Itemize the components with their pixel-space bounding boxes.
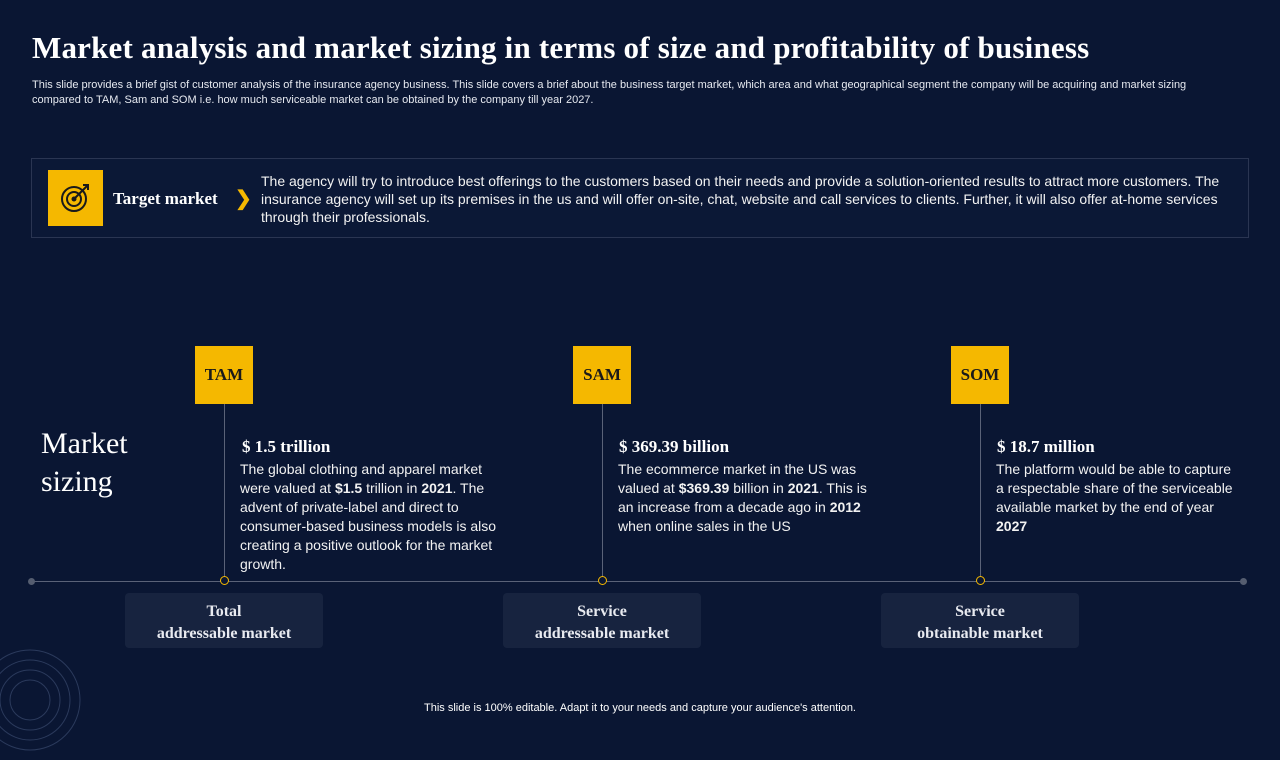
target-icon bbox=[48, 170, 103, 226]
page-title: Market analysis and market sizing in ter… bbox=[32, 30, 1090, 65]
tam-label-box: Total addressable market bbox=[125, 593, 323, 648]
sam-value: $ 369.39 billion bbox=[619, 437, 730, 456]
som-node bbox=[976, 576, 985, 585]
som-description: The platform would be able to capture a … bbox=[996, 461, 1233, 534]
tam-value: $ 1.5 trillion bbox=[242, 437, 331, 456]
sam-node bbox=[598, 576, 607, 585]
sam-connector bbox=[602, 404, 603, 577]
timeline-line bbox=[31, 581, 1244, 582]
target-market-box bbox=[31, 158, 1249, 238]
tam-connector bbox=[224, 404, 225, 577]
timeline-end-dot bbox=[1240, 578, 1247, 585]
tam-node bbox=[220, 576, 229, 585]
som-connector bbox=[980, 404, 981, 577]
sam-tag: SAM bbox=[573, 346, 631, 404]
tam-description: The global clothing and apparel market w… bbox=[240, 461, 497, 572]
footer-note: This slide is 100% editable. Adapt it to… bbox=[424, 702, 856, 714]
decorative-circles-icon bbox=[0, 649, 81, 751]
tam-tag: TAM bbox=[195, 346, 253, 404]
sam-label-box: Service addressable market bbox=[503, 593, 701, 648]
page-subtitle: This slide provides a brief gist of cust… bbox=[32, 79, 1187, 106]
timeline-start-dot bbox=[28, 578, 35, 585]
market-sizing-heading: Market sizing bbox=[41, 427, 128, 498]
sam-description: The ecommerce market in the US was value… bbox=[618, 461, 867, 534]
som-value: $ 18.7 million bbox=[997, 437, 1095, 456]
som-tag: SOM bbox=[951, 346, 1009, 404]
target-market-text: The agency will try to introduce best of… bbox=[261, 173, 1220, 225]
chevron-right-icon: ❯ bbox=[235, 188, 252, 210]
target-market-label: Target market bbox=[113, 189, 218, 208]
som-label-box: Service obtainable market bbox=[881, 593, 1079, 648]
